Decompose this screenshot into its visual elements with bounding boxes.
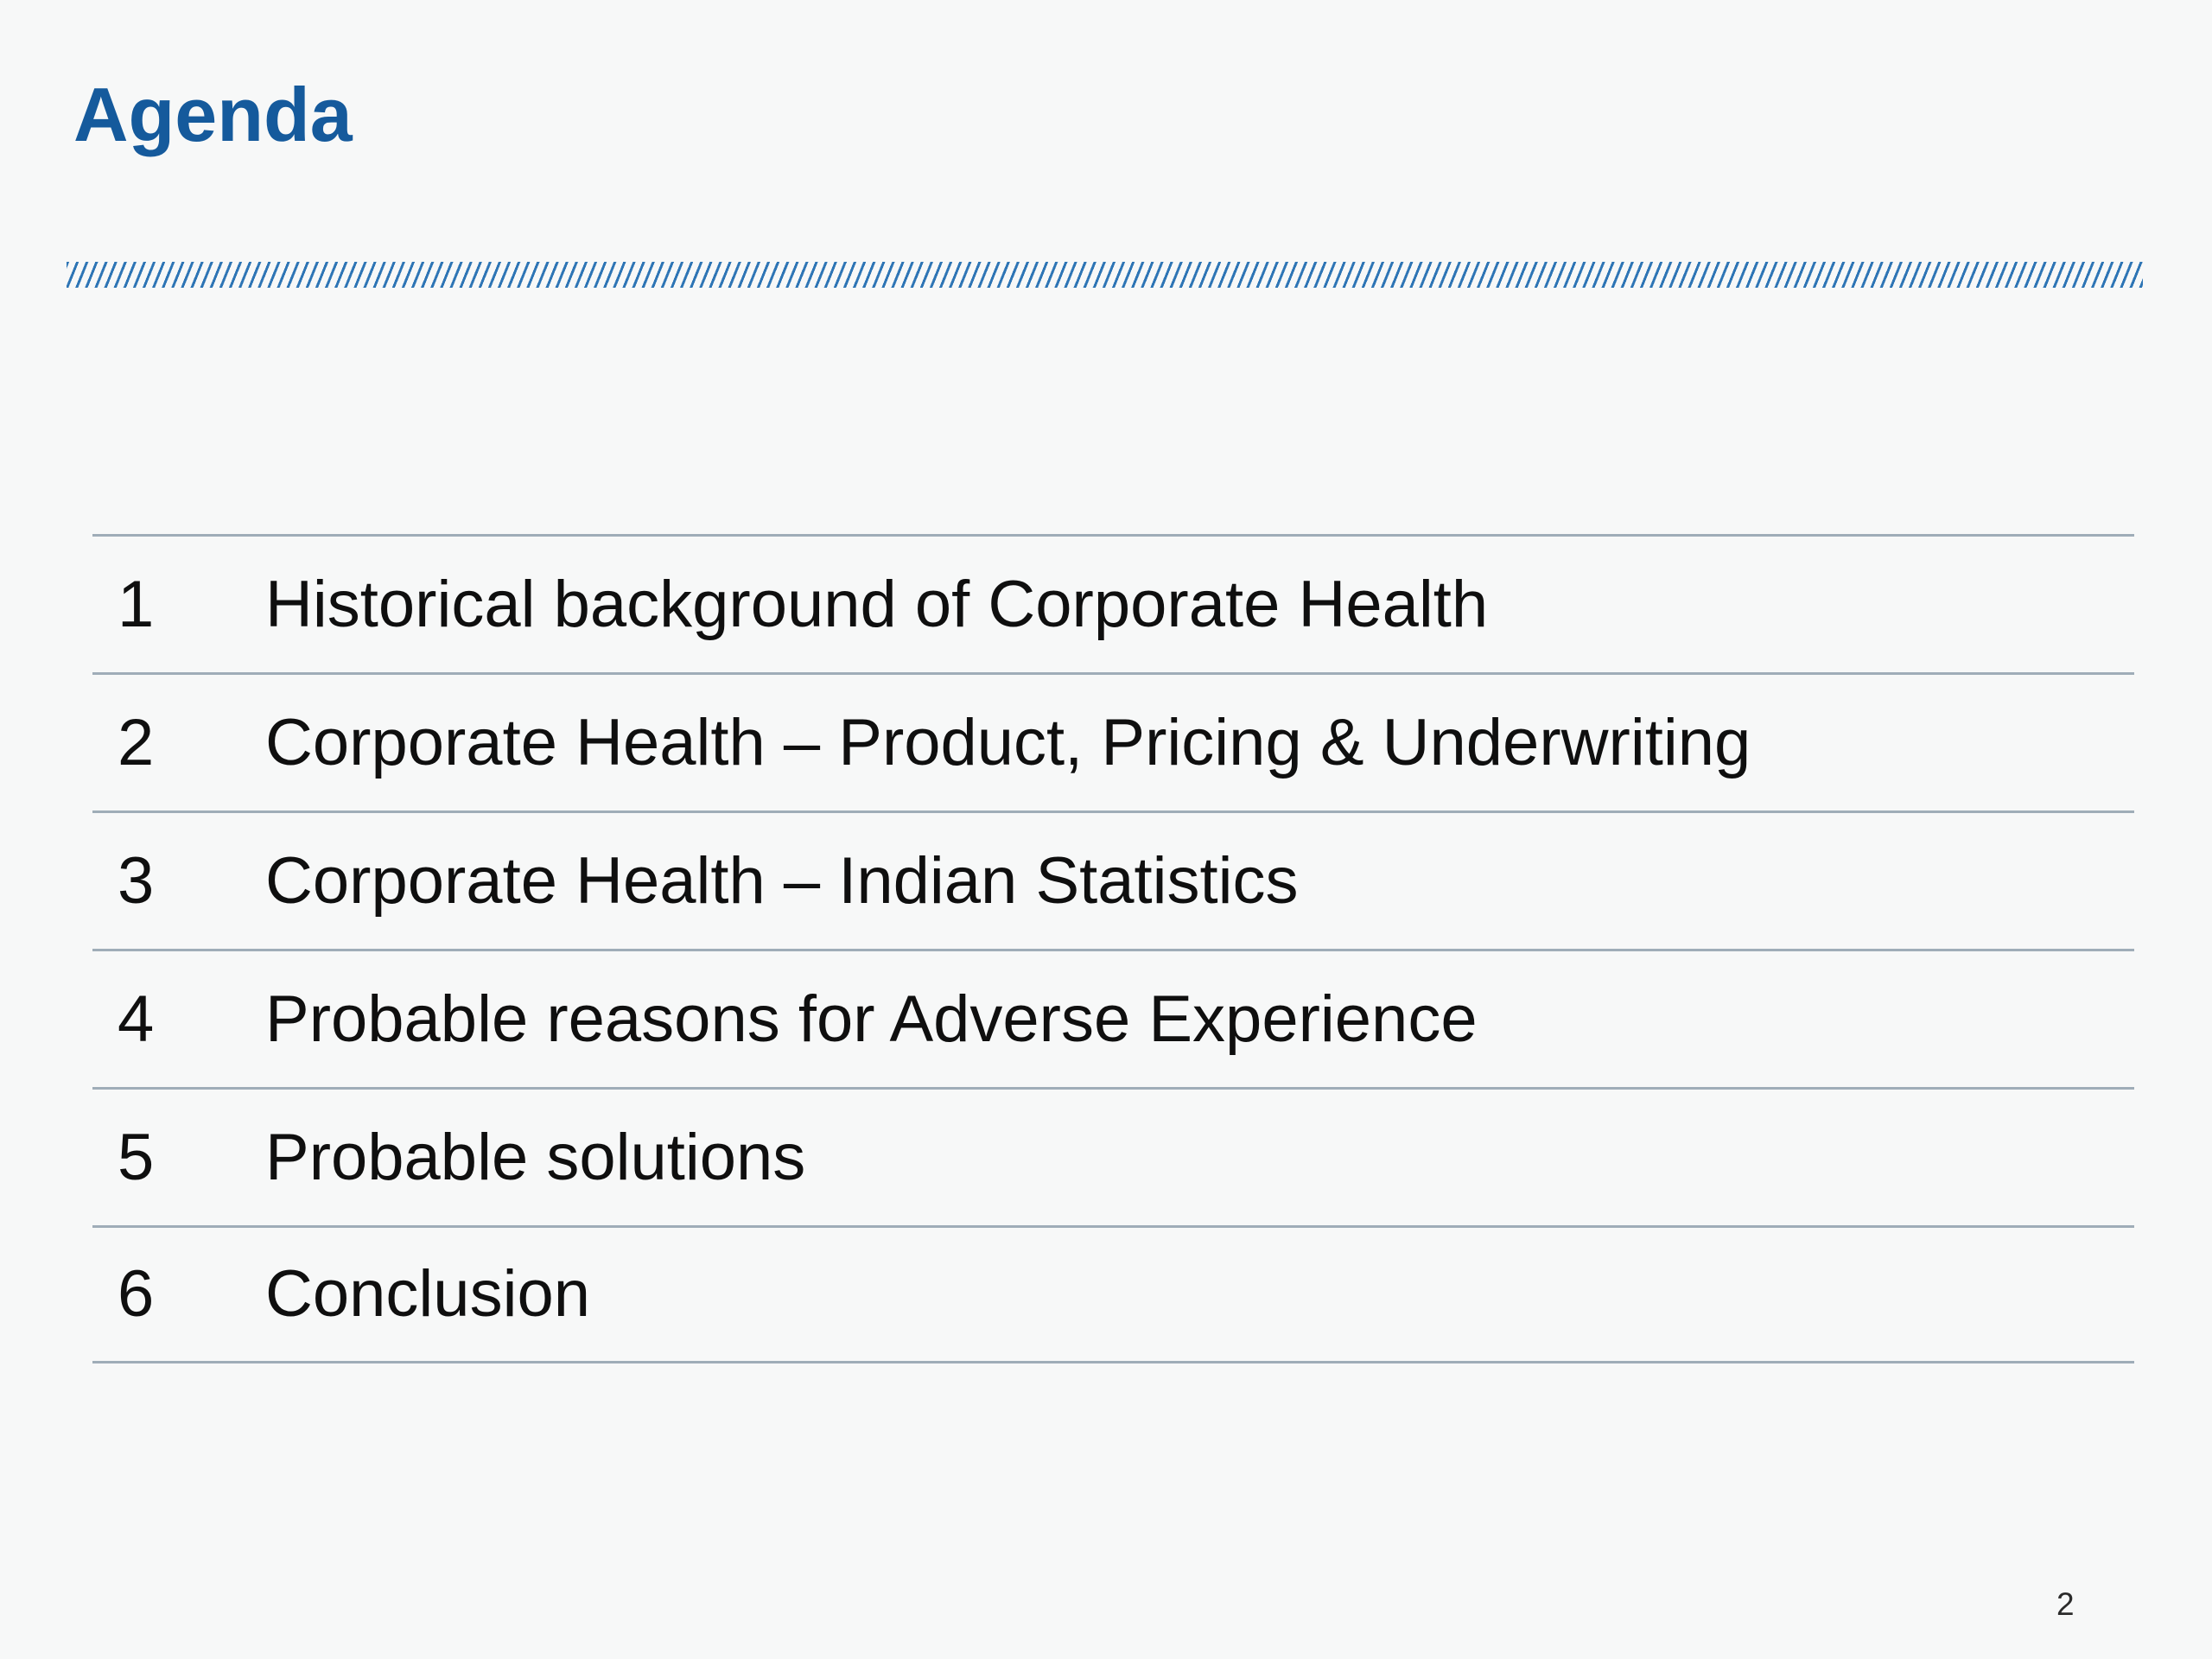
agenda-item-4: 4 Probable reasons for Adverse Experienc… (92, 949, 2134, 1087)
agenda-item-label: Corporate Health – Indian Statistics (265, 843, 1299, 918)
agenda-item-number: 4 (118, 982, 155, 1056)
agenda-item-number: 5 (118, 1120, 155, 1194)
agenda-item-number: 1 (118, 567, 155, 641)
hatched-divider-band (67, 262, 2143, 288)
page-number: 2 (2056, 1586, 2075, 1622)
agenda-item-2: 2 Corporate Health – Product, Pricing & … (92, 672, 2134, 810)
agenda-item-number: 3 (118, 843, 155, 918)
agenda-list: 1 Historical background of Corporate Hea… (92, 534, 2134, 1363)
agenda-item-label: Probable solutions (265, 1120, 806, 1194)
agenda-item-label: Conclusion (265, 1257, 590, 1331)
agenda-item-label: Probable reasons for Adverse Experience (265, 982, 1478, 1056)
agenda-item-number: 2 (118, 705, 155, 779)
agenda-item-1: 1 Historical background of Corporate Hea… (92, 534, 2134, 672)
agenda-item-label: Corporate Health – Product, Pricing & Un… (265, 705, 1751, 779)
agenda-item-6: 6 Conclusion (92, 1225, 2134, 1363)
agenda-item-5: 5 Probable solutions (92, 1087, 2134, 1225)
agenda-item-label: Historical background of Corporate Healt… (265, 567, 1489, 641)
slide-title: Agenda (73, 72, 353, 157)
agenda-item-number: 6 (118, 1257, 155, 1331)
agenda-item-3: 3 Corporate Health – Indian Statistics (92, 810, 2134, 949)
